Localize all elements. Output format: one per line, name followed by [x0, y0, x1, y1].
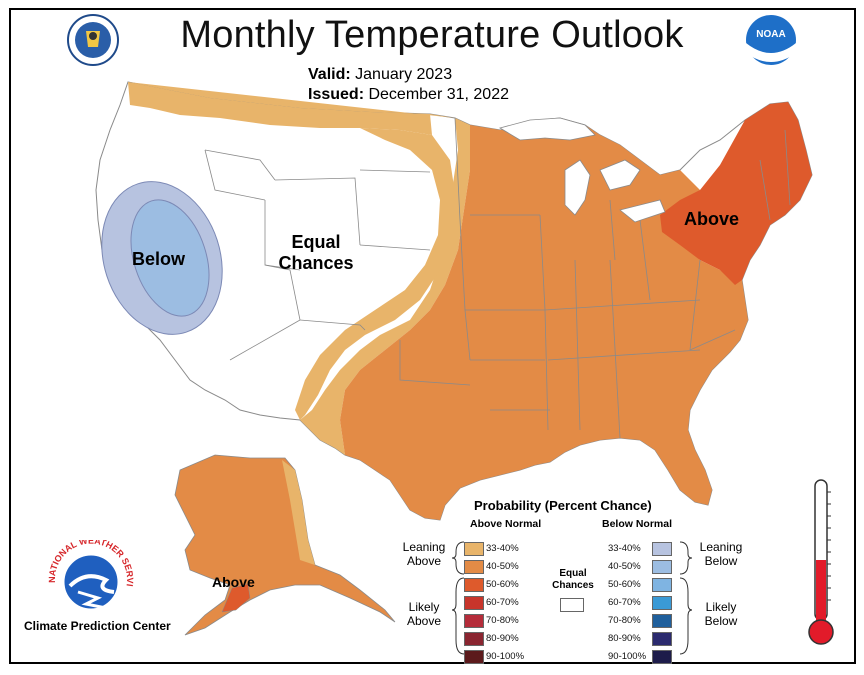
issued-value: December 31, 2022	[368, 86, 509, 103]
above-swatch	[464, 578, 484, 592]
agency-name: Climate Prediction Center	[24, 619, 171, 633]
below-label: 60-70%	[608, 597, 641, 608]
nws-logo-icon: NATIONAL WEATHER SERVICE	[36, 540, 135, 612]
equal-chances-legend-label: Equal Chances	[548, 568, 598, 592]
below-40-50-region	[130, 199, 210, 317]
issued-line: Issued: December 31, 2022	[308, 86, 509, 104]
alaska-above-50-60	[221, 583, 251, 613]
equal-chances-swatch	[560, 598, 584, 612]
issued-label: Issued:	[308, 86, 365, 103]
above-label: 33-40%	[486, 543, 519, 554]
below-brackets	[679, 541, 693, 655]
likely-above-line2: Above	[406, 614, 442, 628]
alaska-leaning-above	[282, 460, 315, 565]
below-swatch	[652, 596, 672, 610]
above-swatch	[464, 560, 484, 574]
above-alaska-label: Above	[212, 574, 255, 590]
above-swatch	[464, 650, 484, 664]
below-label: 40-50%	[608, 561, 641, 572]
above-swatch	[464, 614, 484, 628]
likely-above-caption: Likely Above	[398, 600, 450, 628]
likely-above-line1: Likely	[408, 600, 440, 614]
above-swatch	[464, 596, 484, 610]
likely-below-line1: Likely	[705, 600, 737, 614]
leaning-above-caption: Leaning Above	[398, 540, 450, 568]
state-lines	[204, 117, 791, 439]
below-swatch	[652, 650, 672, 664]
above-east-label: Above	[684, 209, 740, 229]
above-label: 70-80%	[486, 615, 519, 626]
doc-seal-icon	[67, 14, 119, 66]
leaning-below-line1: Leaning	[699, 540, 743, 554]
leaning-below-caption: Leaning Below	[694, 540, 748, 568]
valid-value: January 2023	[355, 66, 453, 83]
legend-title: Probability (Percent Chance)	[474, 498, 652, 513]
noaa-logo-icon: NOAA	[746, 15, 796, 65]
leaning-above-line2: Above	[406, 554, 442, 568]
great-lakes	[498, 117, 666, 223]
below-label: 80-90%	[608, 633, 641, 644]
above-brackets	[451, 541, 465, 655]
leaning-above-north-strip	[128, 82, 432, 135]
above-50-60-region	[660, 102, 812, 285]
above-swatch	[464, 542, 484, 556]
leaning-above-line1: Leaning	[402, 540, 446, 554]
above-swatch	[464, 632, 484, 646]
alaska-region	[174, 454, 396, 636]
below-swatch	[652, 560, 672, 574]
equal-line2: Chances	[278, 253, 354, 273]
thermometer-icon	[808, 479, 834, 645]
leaning-below-line2: Below	[704, 554, 738, 568]
above-label: 40-50%	[486, 561, 519, 572]
below-label: Below	[132, 249, 186, 269]
page-title: Monthly Temperature Outlook	[180, 14, 684, 56]
above-normal-header: Above Normal	[470, 518, 542, 530]
equal-chances-label: Equal Chances	[276, 232, 356, 274]
below-label: 33-40%	[608, 543, 641, 554]
below-swatch	[652, 542, 672, 556]
valid-line: Valid: January 2023	[308, 66, 452, 84]
equal-legend-line2: Chances	[552, 580, 594, 591]
likely-below-line2: Below	[704, 614, 738, 628]
below-label: 90-100%	[608, 651, 647, 662]
leaning-above-plains-arc	[295, 128, 456, 420]
equal-legend-line1: Equal	[559, 568, 587, 579]
below-swatch	[652, 632, 672, 646]
above-label: 50-60%	[486, 579, 519, 590]
likely-below-caption: Likely Below	[694, 600, 748, 628]
above-label: 80-90%	[486, 633, 519, 644]
below-normal-header: Below Normal	[602, 518, 673, 530]
below-label: 50-60%	[608, 579, 641, 590]
below-swatch	[652, 614, 672, 628]
below-swatch	[652, 578, 672, 592]
valid-label: Valid:	[308, 66, 351, 83]
noaa-text: NOAA	[756, 29, 785, 40]
below-label: 70-80%	[608, 615, 641, 626]
above-label: 90-100%	[486, 651, 525, 662]
above-label: 60-70%	[486, 597, 519, 608]
equal-line1: Equal	[291, 232, 341, 252]
